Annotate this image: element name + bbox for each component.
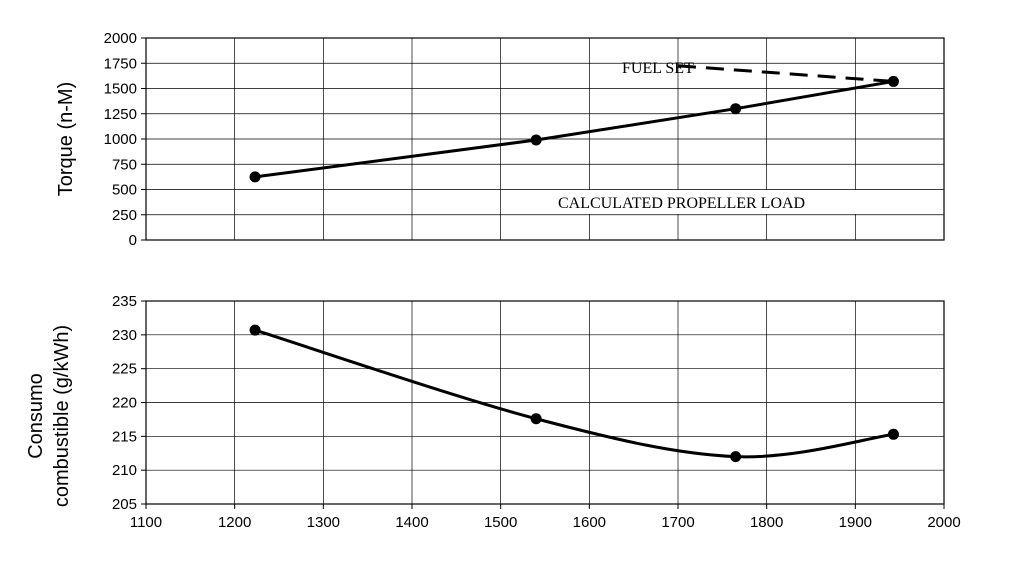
fuel-y-tick-label: 230 <box>112 327 137 344</box>
x-tick-label: 2000 <box>927 514 960 531</box>
torque-y-tick-label: 1500 <box>104 81 137 98</box>
torque-data-point <box>530 134 542 146</box>
fuel-y-axis-label-line1: Consumo <box>25 373 47 459</box>
fuel-data-point <box>887 428 899 440</box>
fuel-y-ticks: 205 210 215 220 225 230 235 <box>112 293 146 513</box>
torque-panel: 0 250 500 750 1000 1250 1500 1750 2000 Torque (n… <box>55 30 945 249</box>
torque-data-point <box>249 171 261 183</box>
fuel-set-annotation: FUEL SET <box>622 60 694 77</box>
torque-y-tick-label: 1000 <box>104 131 137 148</box>
fuel-y-tick-label: 235 <box>112 293 137 310</box>
fuel-data-point <box>249 324 261 336</box>
torque-y-axis-label: Torque (n-M) <box>55 82 77 196</box>
fuel-data-point <box>730 451 742 463</box>
fuel-series <box>249 324 899 463</box>
torque-data-point <box>730 103 742 115</box>
torque-y-tick-label: 1750 <box>104 55 137 72</box>
x-tick-label: 1200 <box>218 514 251 531</box>
fuel-consumption-panel: 205 210 215 220 225 230 235 1100 1200 1300 1400 15… <box>25 293 961 531</box>
x-tick-label: 1500 <box>484 514 517 531</box>
propeller-load-annotation: CALCULATED PROPELLER LOAD <box>558 195 805 212</box>
x-tick-label: 1700 <box>661 514 694 531</box>
torque-y-tick-label: 1250 <box>104 106 137 123</box>
x-tick-label: 1400 <box>395 514 428 531</box>
torque-series-line-1 <box>677 64 894 83</box>
fuel-y-tick-label: 220 <box>112 395 137 412</box>
fuel-y-tick-label: 215 <box>112 428 137 445</box>
x-tick-label: 1800 <box>750 514 783 531</box>
fuel-series-line-0 <box>254 328 894 459</box>
fuel-y-axis-label-line2: combustible (g/kWh) <box>51 325 73 507</box>
fuel-y-tick-label: 210 <box>112 462 137 479</box>
torque-y-tick-label: 750 <box>112 156 137 173</box>
torque-data-point <box>887 75 899 87</box>
torque-series-line-0 <box>254 79 894 179</box>
torque-y-tick-label: 250 <box>112 207 137 224</box>
fuel-y-tick-label: 225 <box>112 361 137 378</box>
fuel-data-point <box>530 413 542 425</box>
x-tick-label: 1300 <box>307 514 340 531</box>
torque-y-tick-label: 500 <box>112 182 137 199</box>
torque-series <box>249 64 899 183</box>
fuel-x-ticks: 1100 1200 1300 1400 1500 1600 1700 1800 1900 2000 <box>130 504 961 531</box>
x-tick-label: 1600 <box>573 514 606 531</box>
x-tick-label: 1900 <box>839 514 872 531</box>
x-tick-label: 1100 <box>130 514 162 531</box>
fuel-y-tick-label: 205 <box>112 496 137 513</box>
torque-y-tick-label: 2000 <box>104 30 137 47</box>
fuel-grid <box>145 300 945 505</box>
torque-y-tick-label: 0 <box>129 232 137 249</box>
torque-y-ticks: 0 250 500 750 1000 1250 1500 1750 2000 <box>104 30 146 249</box>
propeller-load-label-bg <box>552 190 880 214</box>
